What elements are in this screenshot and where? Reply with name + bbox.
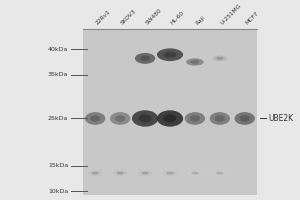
Text: 25kDa: 25kDa [48,116,68,121]
Ellipse shape [215,115,225,122]
Ellipse shape [132,110,158,127]
Ellipse shape [167,172,174,174]
Ellipse shape [92,172,99,174]
Ellipse shape [188,170,202,176]
Text: UBE2K: UBE2K [269,114,294,123]
Ellipse shape [185,112,205,125]
Ellipse shape [113,170,128,176]
Ellipse shape [116,172,124,174]
Ellipse shape [190,60,199,64]
Ellipse shape [240,115,250,122]
Ellipse shape [140,56,150,61]
Ellipse shape [164,52,176,58]
Text: SW480: SW480 [145,7,163,26]
Text: 35kDa: 35kDa [48,72,68,77]
Text: 15kDa: 15kDa [48,163,68,168]
Ellipse shape [90,115,100,122]
Text: SKOV3: SKOV3 [120,8,137,26]
Ellipse shape [110,112,130,125]
Ellipse shape [235,112,255,125]
Text: Raji: Raji [195,14,206,26]
Bar [83,29,257,195]
Ellipse shape [216,57,224,60]
Text: MCF7: MCF7 [245,10,260,26]
Ellipse shape [138,170,152,176]
Ellipse shape [190,115,200,122]
Ellipse shape [157,48,183,61]
Text: 22Rv1: 22Rv1 [95,9,112,26]
Ellipse shape [135,53,155,64]
Ellipse shape [186,58,204,66]
Ellipse shape [210,112,230,125]
Text: 40kDa: 40kDa [48,47,68,52]
Ellipse shape [213,170,227,176]
Ellipse shape [141,172,149,174]
Text: U-251MG: U-251MG [220,3,243,26]
Text: HL-60: HL-60 [170,10,186,26]
Ellipse shape [88,170,103,176]
Text: 10kDa: 10kDa [48,189,68,194]
Ellipse shape [85,112,105,125]
Ellipse shape [164,114,176,123]
Ellipse shape [115,115,125,122]
Ellipse shape [191,172,199,174]
Ellipse shape [139,114,152,123]
Ellipse shape [163,170,177,176]
Ellipse shape [213,56,227,61]
Ellipse shape [216,172,224,174]
Ellipse shape [157,110,183,127]
